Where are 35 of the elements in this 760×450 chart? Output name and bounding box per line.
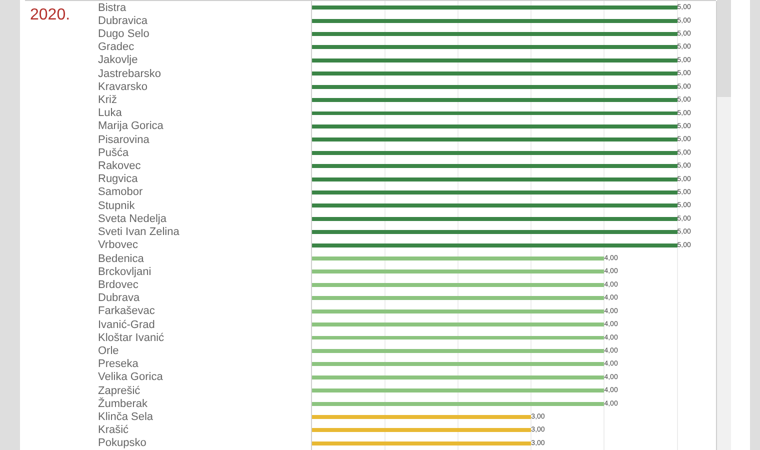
y-tick-label: Pušća [98,147,130,159]
y-tick-label: Samobor [98,186,143,198]
y-tick-label: Jastrebarsko [98,68,161,80]
y-tick-label: Dubrava [98,292,140,304]
y-tick-label: Brdovec [98,279,139,291]
y-tick-label: Velika Gorica [98,371,164,383]
y-tick-label: Stupnik [98,200,136,212]
y-tick-label: Dubravica [98,15,148,27]
y-tick-label: Kravarsko [98,81,148,93]
y-tick-label: Križ [98,94,117,106]
y-tick-label: Ivanić-Grad [98,319,155,331]
y-tick-label: Pokupsko [98,437,146,449]
y-tick-label: Bistra [98,2,127,14]
y-tick-label: Rakovec [98,160,142,172]
y-tick-label: Brckovljani [98,266,152,278]
y-tick-label: Jakovlje [98,54,138,66]
y-tick-label: Kloštar Ivanić [98,332,165,344]
y-tick-label: Rugvica [98,173,139,185]
y-tick-label: Krašić [98,424,130,436]
y-tick-label: Luka [98,107,123,119]
y-tick-label: Orle [98,345,119,357]
y-tick-label: Pisarovina [98,134,150,146]
y-tick-label: Dugo Selo [98,28,150,40]
y-tick-label: Vrbovec [98,239,138,251]
y-tick-label: Žumberak [98,397,148,410]
y-tick-label: Sveta Nedelja [98,213,168,225]
y-tick-label: Farkaševac [98,305,156,317]
y-tick-label: Klinča Sela [98,411,154,423]
y-tick-label: Bedenica [98,253,145,265]
y-tick-label: Marija Gorica [98,120,164,132]
text: 2020. [30,6,70,24]
y-tick-label: Gradec [98,41,135,53]
y-tick-label: Zaprešić [98,385,141,397]
y-tick-label: Preseka [98,358,140,370]
y-tick-label: Sveti Ivan Zelina [98,226,180,238]
